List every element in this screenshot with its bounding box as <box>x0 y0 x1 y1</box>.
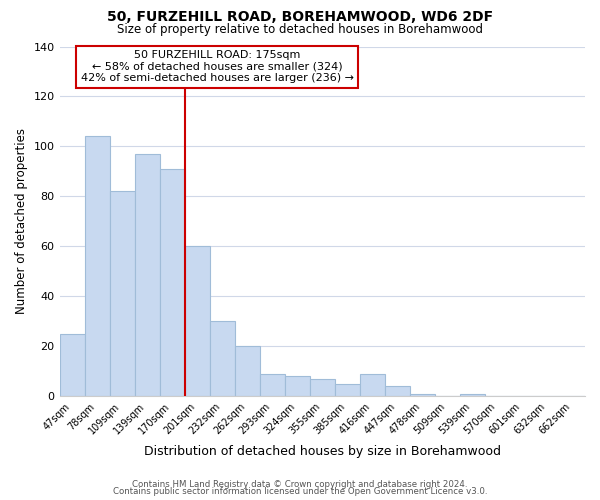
Text: Contains public sector information licensed under the Open Government Licence v3: Contains public sector information licen… <box>113 487 487 496</box>
Bar <box>285 376 310 396</box>
Bar <box>260 374 285 396</box>
Bar <box>235 346 260 397</box>
Bar <box>360 374 385 396</box>
Bar <box>185 246 209 396</box>
Bar <box>310 379 335 396</box>
Y-axis label: Number of detached properties: Number of detached properties <box>15 128 28 314</box>
Bar <box>385 386 410 396</box>
Text: 50 FURZEHILL ROAD: 175sqm
← 58% of detached houses are smaller (324)
42% of semi: 50 FURZEHILL ROAD: 175sqm ← 58% of detac… <box>80 50 353 83</box>
Bar <box>134 154 160 396</box>
Bar <box>160 169 185 396</box>
Bar <box>85 136 110 396</box>
Text: 50, FURZEHILL ROAD, BOREHAMWOOD, WD6 2DF: 50, FURZEHILL ROAD, BOREHAMWOOD, WD6 2DF <box>107 10 493 24</box>
Bar <box>110 192 134 396</box>
Bar <box>335 384 360 396</box>
Bar <box>410 394 435 396</box>
X-axis label: Distribution of detached houses by size in Borehamwood: Distribution of detached houses by size … <box>144 444 501 458</box>
Text: Contains HM Land Registry data © Crown copyright and database right 2024.: Contains HM Land Registry data © Crown c… <box>132 480 468 489</box>
Text: Size of property relative to detached houses in Borehamwood: Size of property relative to detached ho… <box>117 22 483 36</box>
Bar <box>209 322 235 396</box>
Bar <box>59 334 85 396</box>
Bar <box>460 394 485 396</box>
